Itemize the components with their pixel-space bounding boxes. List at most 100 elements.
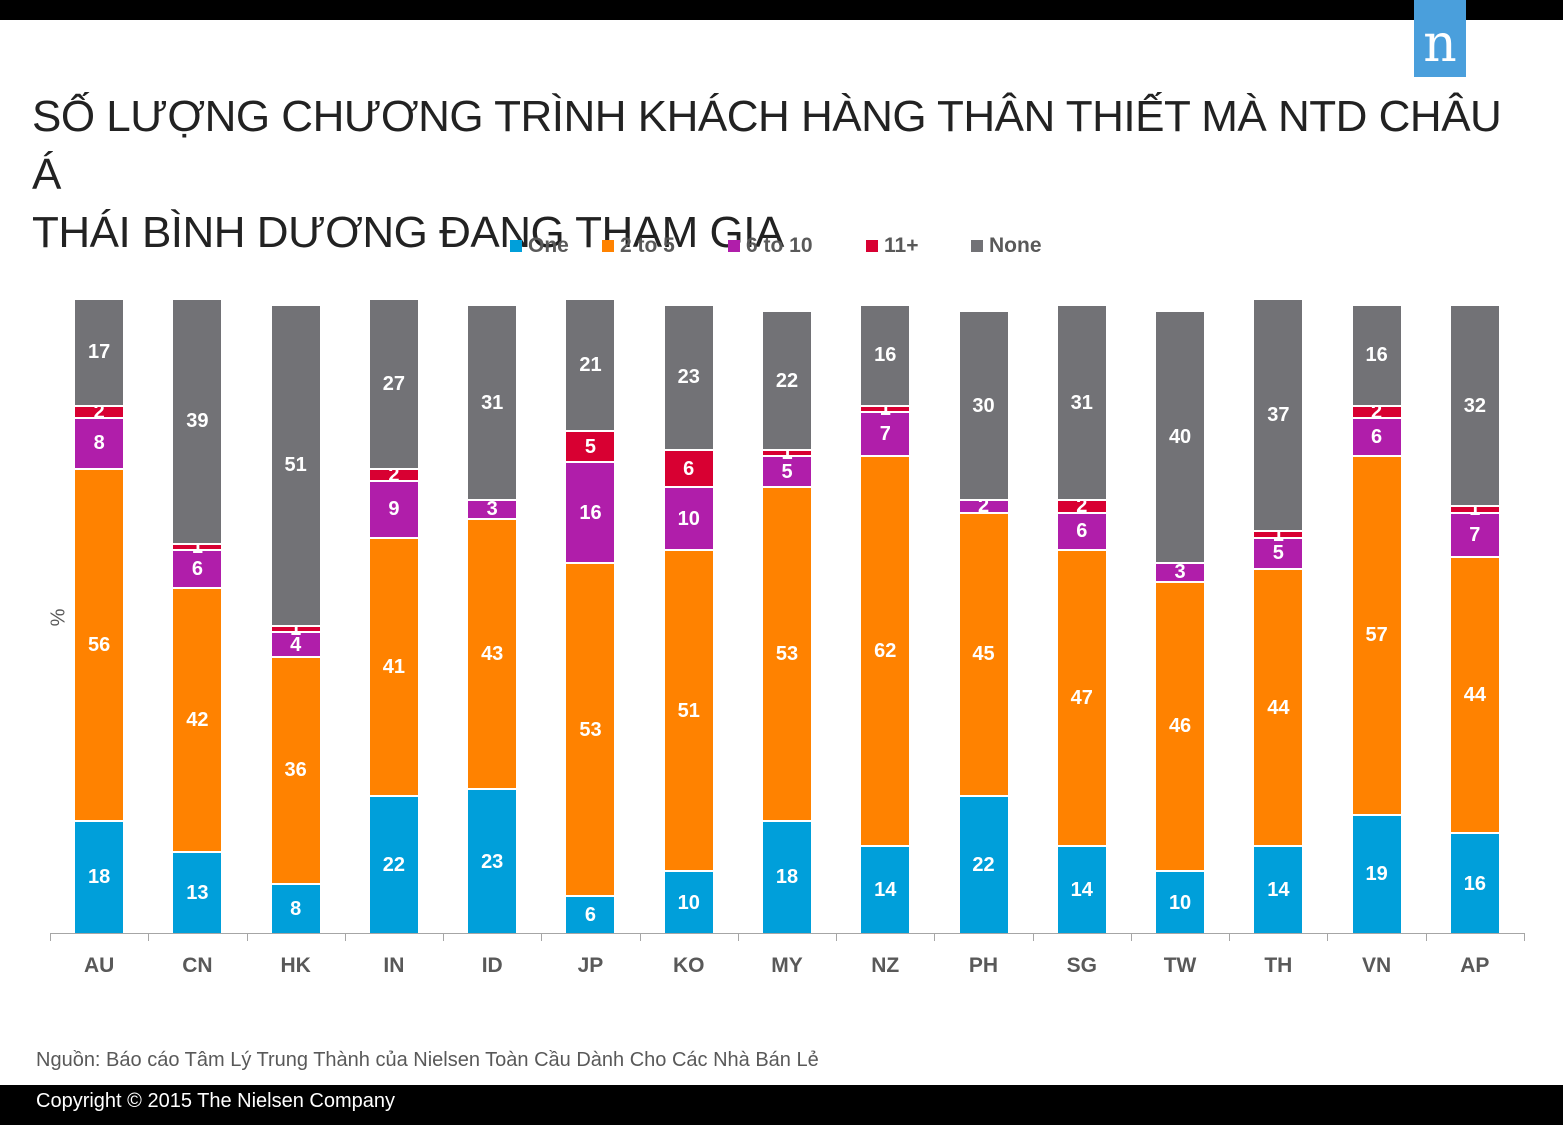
legend-swatch-icon [602,240,614,252]
bar-segment: 62 [861,454,910,845]
bar-segment: 36 [271,656,320,883]
x-axis-tick-label: HK [280,954,311,977]
bar-segment: 5 [566,429,615,462]
legend-label: 11+ [884,234,919,257]
x-axis-tick [1229,933,1231,941]
data-label: 5 [584,435,597,458]
data-label: 44 [1463,684,1486,706]
bar-segment: 27 [369,297,418,468]
bar-segment: 10 [664,486,713,550]
bar-segment: 23 [468,788,517,933]
stacked-bar-ko: 10 51 10 6 23 [664,304,713,933]
page-title: SỐ LƯỢNG CHƯƠNG TRÌNH KHÁCH HÀNG THÂN TH… [32,88,1512,262]
x-axis-tick-label: AP [1460,954,1490,977]
bar-segment: 18 [763,819,811,933]
bar-segment: 10 [1156,870,1205,933]
data-label: 37 [1267,404,1290,427]
bar-segment: 44 [1254,568,1303,845]
x-axis-tick-label: SG [1066,954,1097,977]
data-label: 6 [584,904,597,927]
data-label: 44 [1267,696,1290,719]
legend-label: None [989,234,1042,257]
legend-item: None [971,234,1042,258]
stacked-bar-ph: 22 45 2 30 [959,310,1008,933]
x-axis-tick-label: ID [481,954,503,977]
bar-segment: 31 [468,304,517,500]
bar-segment: 22 [763,310,811,449]
data-label: 21 [579,353,602,376]
bar-segment: 16 [566,461,615,562]
x-axis-tick [639,933,641,941]
bar-segment: 39 [173,297,222,544]
bar-segment: 1 [173,537,222,557]
stacked-bar-tw: 10 46 3 40 [1156,310,1205,933]
bar-segment: 23 [664,304,713,449]
x-axis-tick [443,933,445,941]
data-label: 18 [775,866,799,889]
x-axis-tick [246,933,248,941]
stacked-bar-jp: 6 53 16 5 21 [566,297,615,933]
data-label: 1 [1272,523,1284,546]
data-label: 1 [191,536,203,559]
data-label: 14 [1267,878,1290,901]
legend-item: 6 to 10 [728,234,813,258]
data-label: 14 [1070,878,1093,901]
data-label: 53 [775,643,799,666]
bar-segment: 40 [1156,310,1205,562]
data-label: 31 [1070,391,1093,414]
legend-item: One [510,234,569,258]
data-label: 6 [1371,426,1383,449]
bar-segment: 6 [566,895,615,933]
x-axis-tick-label: CN [182,954,213,977]
top-bar [0,0,1563,20]
data-label: 31 [481,391,504,414]
bar-segment: 14 [1057,844,1106,933]
data-label: 10 [1168,891,1192,914]
data-label: 53 [579,718,602,741]
x-axis-tick-label: PH [968,954,999,977]
bar-segment: 47 [1057,549,1106,845]
x-axis-tick [541,933,543,941]
stacked-bar-vn: 19 57 6 2 16 [1352,304,1401,933]
stacked-bar-in: 22 41 9 2 27 [369,297,418,933]
bar-segment: 16 [861,304,910,405]
bar-segment: 4 [271,631,320,657]
bar-segment: 13 [173,851,222,933]
footer-bar [0,1085,1563,1125]
x-axis-tick-label: JP [577,954,604,977]
bar-segment: 3 [1156,561,1205,582]
source-note: Nguồn: Báo cáo Tâm Lý Trung Thành của Ni… [36,1049,819,1071]
stacked-bar-nz: 14 62 7 1 16 [861,304,910,933]
bar-segment: 46 [1156,580,1205,871]
data-label: 51 [284,454,307,477]
x-axis-tick-label: TW [1163,954,1197,977]
data-label: 51 [677,699,700,722]
chart-legend: One 2 to 5 6 to 10 11+ None [0,234,1563,262]
nielsen-logo-icon: n [1414,0,1466,77]
data-label: 10 [677,891,700,914]
data-label: 1 [781,441,793,464]
legend-swatch-icon [728,240,740,252]
bar-segment: 43 [468,517,517,789]
data-label: 41 [382,655,406,678]
bar-segment: 2 [959,496,1008,516]
bar-segment: 2 [75,402,124,422]
data-label: 36 [284,759,307,782]
bar-segment: 10 [664,870,713,933]
data-label: 2 [93,400,105,423]
data-label: 22 [972,853,995,876]
data-label: 40 [1168,426,1192,449]
x-axis-tick-label: NZ [871,954,900,977]
legend-item: 2 to 5 [602,234,675,258]
x-axis-tick [148,933,150,941]
bar-segment: 44 [1450,555,1499,833]
bar-segment: 8 [75,417,124,468]
bar-segment: 7 [1450,511,1499,556]
title-line-2: THÁI BÌNH DƯƠNG ĐANG THAM GIA [32,208,784,257]
data-label: 2 [1076,495,1088,518]
data-label: 62 [874,639,897,662]
data-label: 42 [186,709,209,732]
data-label: 16 [1463,872,1486,895]
x-axis-tick-label: AU [83,954,115,977]
data-label: 6 [191,558,203,581]
